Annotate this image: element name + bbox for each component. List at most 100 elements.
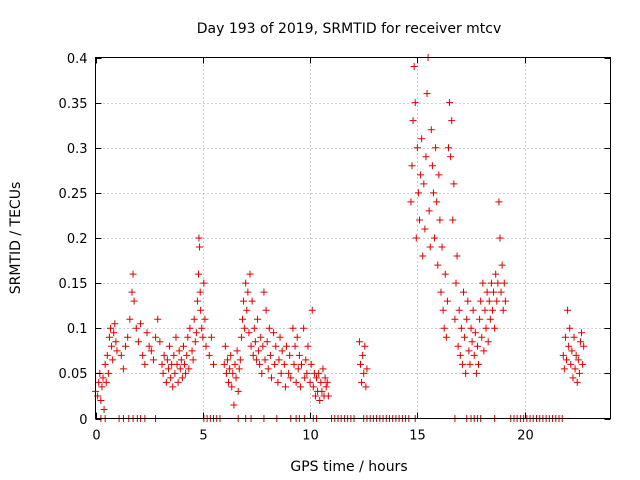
data-point xyxy=(580,342,588,350)
data-point xyxy=(483,288,491,296)
data-point xyxy=(429,189,437,197)
y-tick-label: 0.1 xyxy=(67,322,88,337)
data-point xyxy=(295,351,303,359)
data-point xyxy=(189,356,197,364)
data-point xyxy=(300,324,308,332)
data-point xyxy=(112,338,120,346)
data-point xyxy=(409,117,417,125)
data-point xyxy=(292,378,300,386)
data-point xyxy=(281,383,289,391)
data-point xyxy=(258,369,266,377)
data-point xyxy=(235,365,243,373)
data-point xyxy=(205,351,213,359)
data-point xyxy=(104,369,112,377)
data-point xyxy=(457,324,465,332)
data-point xyxy=(497,288,505,296)
y-tick-label: 0.3 xyxy=(67,142,88,157)
data-point xyxy=(462,369,470,377)
data-point xyxy=(248,297,256,305)
y-tick-label: 0.35 xyxy=(59,97,88,112)
data-point xyxy=(470,351,478,359)
data-point xyxy=(426,243,434,251)
data-point xyxy=(237,333,245,341)
data-point xyxy=(287,374,295,382)
y-tick-label: 0.2 xyxy=(67,232,88,247)
data-point xyxy=(488,306,496,314)
data-point xyxy=(471,329,479,337)
x-tick-label: 10 xyxy=(302,429,319,444)
data-point xyxy=(139,351,147,359)
data-point xyxy=(447,153,455,161)
data-point xyxy=(413,144,421,152)
data-point xyxy=(427,126,435,134)
data-point xyxy=(108,342,116,350)
data-point xyxy=(451,315,459,323)
data-point xyxy=(456,351,464,359)
data-point xyxy=(247,342,255,350)
data-point xyxy=(185,365,193,373)
data-point xyxy=(137,320,145,328)
data-point xyxy=(132,324,140,332)
data-point xyxy=(278,347,286,355)
data-point xyxy=(117,351,125,359)
data-point xyxy=(200,279,208,287)
data-point xyxy=(124,333,132,341)
data-point xyxy=(160,351,168,359)
data-point xyxy=(491,324,499,332)
data-point xyxy=(355,338,363,346)
data-point xyxy=(568,347,576,355)
data-point xyxy=(195,234,203,242)
data-point xyxy=(246,270,254,278)
data-point xyxy=(105,333,113,341)
y-tick-label: 0 xyxy=(79,413,87,428)
data-point xyxy=(411,99,419,107)
data-point xyxy=(186,324,194,332)
data-point xyxy=(360,369,368,377)
data-point xyxy=(572,351,580,359)
data-point xyxy=(241,324,249,332)
data-point xyxy=(466,360,474,368)
data-point xyxy=(473,342,481,350)
data-point xyxy=(493,297,501,305)
data-point xyxy=(240,297,248,305)
data-point xyxy=(276,333,284,341)
data-point xyxy=(306,378,314,386)
data-point xyxy=(453,252,461,260)
data-point xyxy=(234,387,242,395)
data-point xyxy=(225,378,233,386)
data-point xyxy=(201,315,209,323)
data-point xyxy=(564,306,572,314)
y-tick-label: 0.25 xyxy=(59,187,88,202)
data-point xyxy=(103,351,111,359)
data-point xyxy=(188,347,196,355)
data-point xyxy=(477,297,485,305)
data-point xyxy=(244,288,252,296)
data-point xyxy=(441,270,449,278)
data-point xyxy=(175,347,183,355)
data-point xyxy=(265,324,273,332)
data-point xyxy=(207,333,215,341)
data-point xyxy=(190,315,198,323)
data-point xyxy=(571,365,579,373)
data-point xyxy=(261,356,269,364)
data-point xyxy=(423,90,431,98)
data-point xyxy=(243,306,251,314)
data-point xyxy=(173,360,181,368)
data-point xyxy=(220,360,228,368)
data-point xyxy=(472,369,480,377)
data-point xyxy=(242,279,250,287)
data-point xyxy=(102,378,110,386)
data-point xyxy=(264,365,272,373)
data-point xyxy=(113,347,121,355)
data-point xyxy=(317,378,325,386)
data-point xyxy=(196,243,204,251)
data-point xyxy=(486,315,494,323)
data-point xyxy=(420,180,428,188)
data-point xyxy=(294,365,302,373)
data-point xyxy=(573,378,581,386)
data-point xyxy=(231,360,239,368)
data-point xyxy=(267,374,275,382)
data-point xyxy=(410,63,418,71)
data-point xyxy=(223,356,231,364)
data-point xyxy=(179,342,187,350)
